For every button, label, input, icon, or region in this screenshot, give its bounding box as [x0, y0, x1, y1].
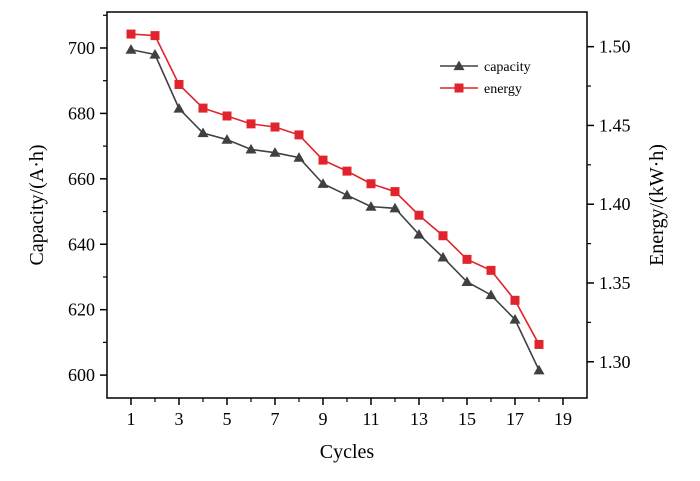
y-left-tick-label: 640 — [68, 234, 95, 254]
series-capacity-point — [533, 364, 545, 375]
series-energy-point — [486, 265, 496, 275]
legend-item-capacity: capacity — [440, 60, 531, 75]
series-capacity-point — [461, 276, 473, 286]
x-tick-label: 9 — [319, 409, 328, 429]
series-capacity-point — [293, 152, 305, 162]
series-energy-point — [438, 231, 448, 241]
legend-item-energy: energy — [440, 82, 522, 97]
series-capacity-point — [389, 202, 401, 213]
legend-capacity-label: capacity — [484, 60, 531, 75]
y-right-tick-label: 1.30 — [599, 352, 631, 372]
series-energy-point — [246, 119, 256, 129]
series-layer — [125, 29, 545, 375]
x-tick-label: 13 — [410, 409, 428, 429]
y-axis-left: 600 620 640 660 680 700 — [68, 14, 107, 385]
series-energy-point — [270, 122, 280, 132]
legend-capacity-marker — [453, 60, 465, 71]
x-axis-title: Cycles — [320, 441, 375, 463]
y-right-tick-label: 1.40 — [599, 194, 631, 214]
series-energy-point — [222, 111, 232, 121]
series-capacity-point — [317, 178, 329, 188]
series-energy-point — [534, 339, 544, 349]
series-energy-point — [150, 31, 160, 41]
series-energy-point — [462, 254, 472, 264]
x-axis: 1 3 5 7 9 11 13 15 17 19 — [127, 398, 572, 429]
series-energy-point — [174, 79, 184, 89]
legend: capacity energy — [440, 60, 531, 97]
x-tick-label: 15 — [458, 409, 476, 429]
series-capacity-point — [413, 228, 425, 239]
series-capacity-point — [125, 44, 137, 54]
legend-energy-marker — [454, 83, 464, 93]
series-energy-point — [318, 155, 328, 165]
series-capacity-point — [365, 201, 377, 211]
y-axis-right: 1.30 1.35 1.40 1.45 1.50 — [587, 37, 631, 372]
series-energy-point — [342, 166, 352, 176]
series-capacity-point — [221, 134, 233, 144]
x-tick-label: 1 — [127, 409, 136, 429]
legend-energy-label: energy — [484, 82, 522, 97]
series-capacity-point — [269, 147, 281, 157]
series-energy-point — [198, 103, 208, 113]
series-energy-point — [510, 295, 520, 305]
x-tick-label: 5 — [223, 409, 232, 429]
series-capacity-point — [149, 49, 161, 59]
series-energy-point — [294, 130, 304, 140]
x-tick-label: 17 — [506, 409, 524, 429]
y-axis-left-title: Capacity/(A·h) — [26, 144, 48, 265]
y-left-tick-label: 700 — [68, 38, 95, 58]
series-capacity-point — [197, 127, 209, 138]
y-axis-right-title: Energy/(kW·h) — [646, 144, 668, 266]
series-energy-point — [414, 210, 424, 220]
y-left-tick-label: 600 — [68, 365, 95, 385]
series-capacity-point — [245, 143, 257, 154]
y-left-tick-label: 620 — [68, 300, 95, 320]
y-right-tick-label: 1.45 — [599, 115, 631, 135]
x-tick-label: 3 — [175, 409, 184, 429]
series-capacity-point — [485, 289, 497, 300]
series-capacity-point — [173, 103, 185, 113]
series-capacity-point — [437, 251, 449, 262]
series-energy-point — [126, 29, 136, 39]
series-energy-point — [366, 179, 376, 189]
y-left-tick-label: 660 — [68, 169, 95, 189]
series-energy-point — [390, 187, 400, 197]
series-capacity-point — [341, 189, 353, 200]
y-left-tick-label: 680 — [68, 103, 95, 123]
x-tick-label: 11 — [362, 409, 379, 429]
y-right-tick-label: 1.35 — [599, 273, 631, 293]
series-capacity-point — [509, 313, 521, 324]
y-right-tick-label: 1.50 — [599, 37, 631, 57]
x-tick-label: 7 — [271, 409, 280, 429]
x-tick-label: 19 — [554, 409, 572, 429]
